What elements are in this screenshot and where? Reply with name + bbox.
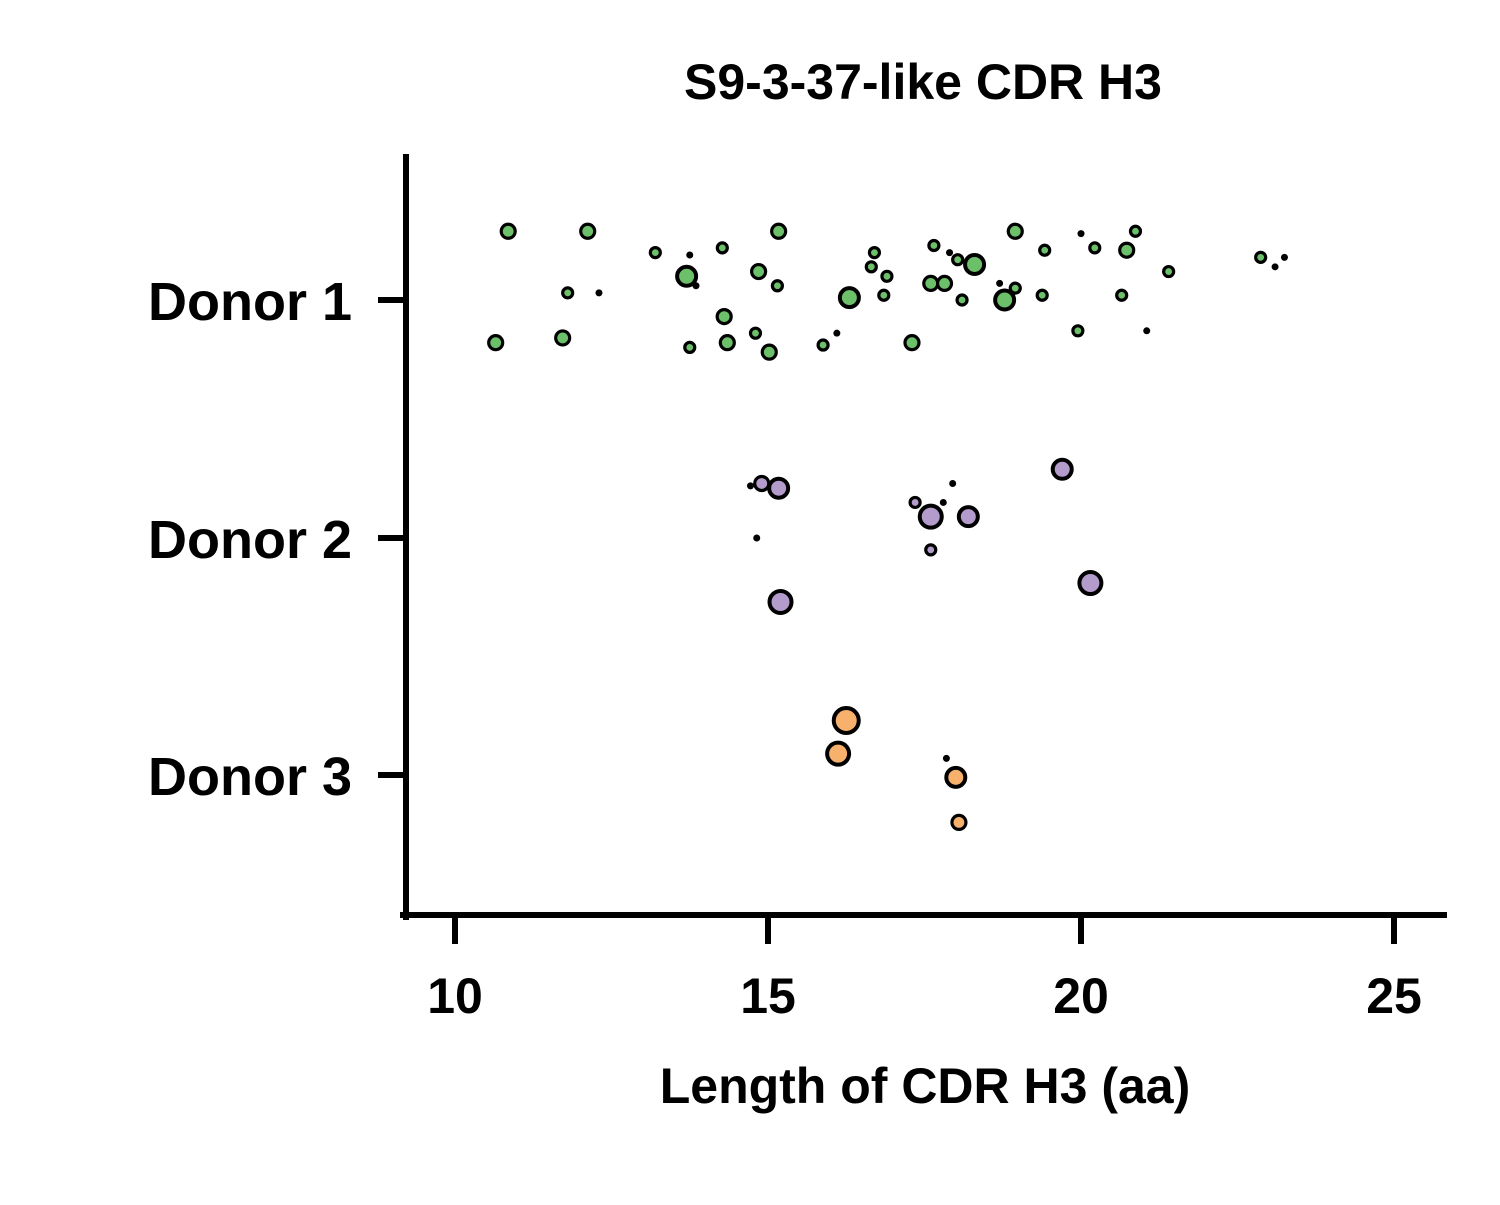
data-point [715, 241, 729, 255]
data-point [942, 754, 950, 762]
data-point [956, 505, 980, 529]
data-point [1071, 324, 1085, 338]
data-point [748, 326, 763, 340]
data-points [487, 222, 1288, 832]
data-point [903, 334, 921, 352]
data-point [833, 329, 841, 337]
data-point [996, 279, 1004, 287]
data-point [935, 274, 954, 293]
data-point [675, 264, 699, 288]
data-point [955, 293, 969, 307]
data-point [1271, 263, 1279, 271]
y-ticks: Donor 1 Donor 2 Donor 3 [148, 272, 406, 807]
data-point [1088, 241, 1102, 255]
data-point [770, 222, 788, 240]
data-point [1254, 250, 1268, 264]
data-point [750, 262, 768, 281]
x-tick-label: 20 [1053, 968, 1109, 1024]
data-point [686, 251, 694, 259]
data-point [561, 286, 575, 300]
data-point [595, 289, 603, 297]
data-point [917, 503, 944, 530]
data-point [1038, 243, 1052, 257]
data-point [825, 740, 852, 767]
data-point [924, 543, 938, 557]
data-point [718, 334, 736, 352]
data-point [770, 279, 784, 293]
data-point [760, 343, 778, 361]
data-point [1128, 224, 1143, 238]
data-point [993, 288, 1017, 312]
data-point [753, 474, 771, 493]
data-point [922, 274, 940, 293]
data-point [816, 338, 830, 352]
data-point [753, 534, 761, 542]
data-point [1008, 281, 1022, 295]
data-point [1115, 288, 1129, 302]
data-point [692, 282, 700, 290]
y-tick-label: Donor 1 [148, 272, 352, 332]
x-tick-label: 15 [740, 968, 796, 1024]
data-point [908, 495, 922, 510]
data-point [554, 329, 572, 347]
data-point [1118, 241, 1136, 259]
data-point [944, 765, 968, 789]
data-point [499, 222, 517, 240]
x-axis-label: Length of CDR H3 (aa) [660, 1058, 1191, 1114]
data-point [880, 269, 894, 283]
data-point [746, 482, 754, 490]
data-point [1077, 570, 1104, 597]
x-tick-label: 25 [1366, 968, 1422, 1024]
data-point [951, 253, 965, 267]
data-point [831, 705, 861, 735]
data-point [1280, 253, 1288, 261]
data-point [1050, 457, 1074, 481]
data-point [1162, 264, 1176, 279]
data-point [877, 288, 891, 302]
data-point [963, 252, 987, 276]
data-point [1077, 230, 1085, 238]
data-point [950, 813, 968, 832]
data-point [715, 307, 733, 326]
x-tick-label: 10 [427, 968, 483, 1024]
data-point [864, 260, 878, 274]
data-point [927, 238, 941, 253]
data-point [767, 588, 794, 615]
data-point [683, 340, 697, 354]
data-point [939, 498, 947, 506]
data-point [487, 334, 505, 352]
data-point [648, 246, 662, 260]
data-point [946, 249, 954, 257]
data-point [579, 222, 597, 240]
data-point [949, 479, 957, 487]
data-point [867, 246, 882, 260]
chart-title: S9-3-37-like CDR H3 [684, 54, 1162, 110]
x-ticks: 10 15 20 25 [427, 915, 1422, 1024]
data-point [1035, 288, 1049, 302]
data-point [1006, 222, 1024, 240]
y-tick-label: Donor 2 [148, 510, 352, 570]
data-point [767, 476, 791, 500]
y-tick-label: Donor 3 [148, 747, 352, 807]
data-point [1143, 327, 1151, 335]
data-point [837, 286, 861, 310]
